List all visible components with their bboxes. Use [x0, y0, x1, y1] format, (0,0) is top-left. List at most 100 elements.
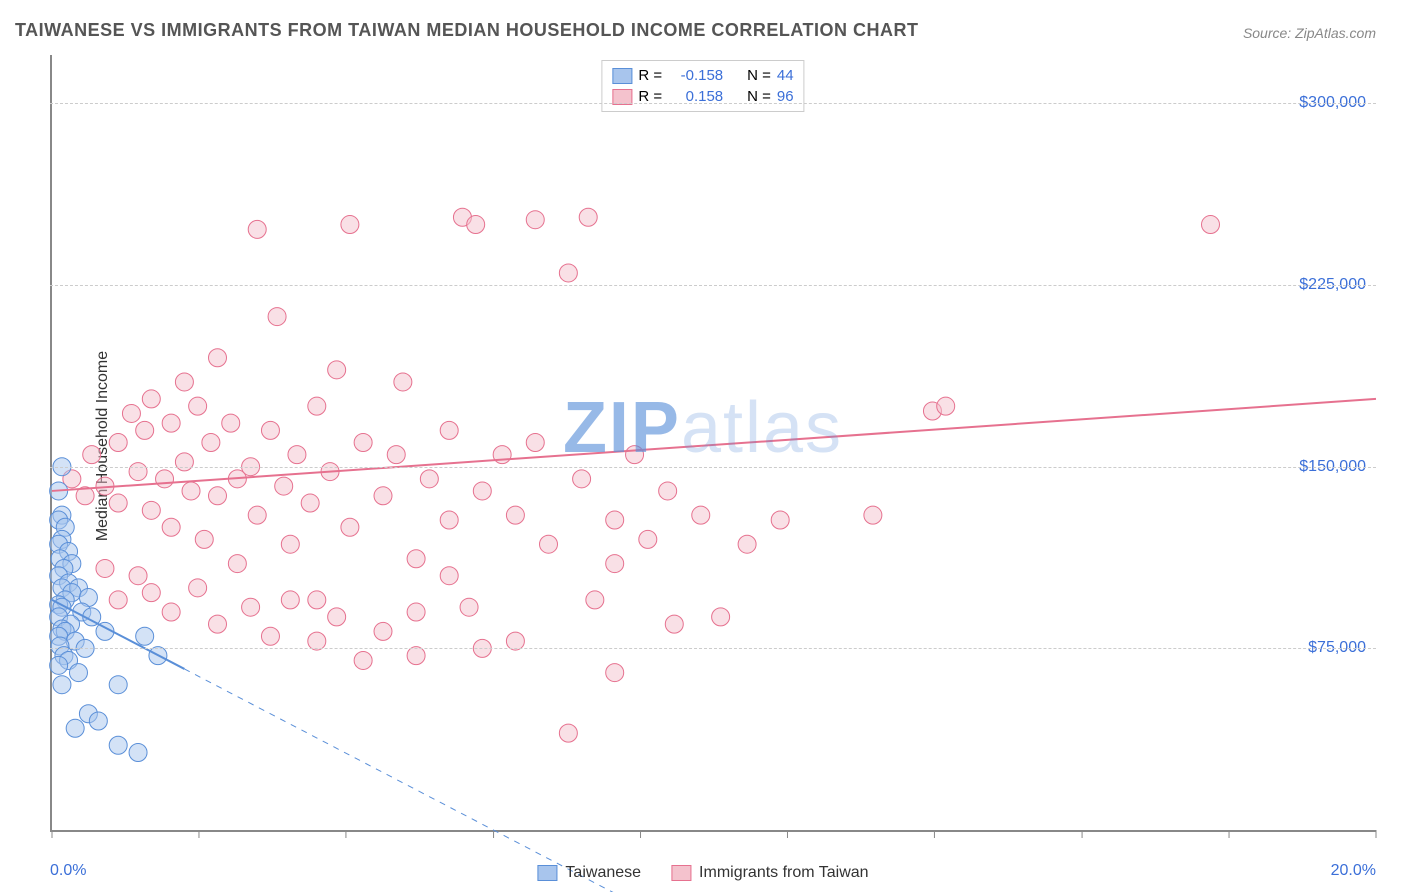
data-point [460, 598, 478, 616]
r-value-taiwanese: -0.158 [668, 65, 723, 86]
data-point [473, 482, 491, 500]
chart-svg [52, 55, 1376, 830]
data-point [136, 627, 154, 645]
n-label: N = [747, 65, 771, 86]
data-point [526, 211, 544, 229]
bottom-legend: Taiwanese Immigrants from Taiwan [537, 864, 868, 882]
swatch-taiwanese [612, 68, 632, 84]
data-point [387, 446, 405, 464]
data-point [182, 482, 200, 500]
data-point [440, 567, 458, 585]
data-point [506, 506, 524, 524]
legend-label-immigrants: Immigrants from Taiwan [699, 864, 869, 882]
data-point [394, 373, 412, 391]
data-point [242, 598, 260, 616]
data-point [341, 216, 359, 234]
data-point [189, 579, 207, 597]
chart-title: TAIWANESE VS IMMIGRANTS FROM TAIWAN MEDI… [15, 20, 918, 41]
data-point [586, 591, 604, 609]
data-point [626, 446, 644, 464]
legend-item-immigrants: Immigrants from Taiwan [671, 864, 869, 882]
legend-item-taiwanese: Taiwanese [537, 864, 641, 882]
swatch-immigrants [612, 89, 632, 105]
legend-label-taiwanese: Taiwanese [565, 864, 641, 882]
data-point [209, 615, 227, 633]
data-point [712, 608, 730, 626]
data-point [129, 463, 147, 481]
gridline-h [50, 285, 1376, 286]
data-point [407, 603, 425, 621]
data-point [606, 555, 624, 573]
data-point [109, 434, 127, 452]
data-point [53, 676, 71, 694]
gridline-h [50, 103, 1376, 104]
data-point [222, 414, 240, 432]
data-point [579, 208, 597, 226]
data-point [540, 535, 558, 553]
data-point [301, 494, 319, 512]
data-point [66, 719, 84, 737]
data-point [639, 530, 657, 548]
data-point [142, 501, 160, 519]
data-point [156, 470, 174, 488]
data-point [129, 567, 147, 585]
data-point [738, 535, 756, 553]
data-point [228, 555, 246, 573]
data-point [136, 421, 154, 439]
data-point [83, 446, 101, 464]
data-point [440, 511, 458, 529]
data-point [288, 446, 306, 464]
data-point [261, 421, 279, 439]
data-point [175, 373, 193, 391]
data-point [692, 506, 710, 524]
data-point [69, 664, 87, 682]
data-point [665, 615, 683, 633]
legend-swatch-immigrants [671, 865, 691, 881]
data-point [261, 627, 279, 645]
data-point [189, 397, 207, 415]
data-point [937, 397, 955, 415]
data-point [771, 511, 789, 529]
data-point [308, 397, 326, 415]
data-point [89, 712, 107, 730]
data-point [209, 349, 227, 367]
data-point [559, 724, 577, 742]
source-attribution: Source: ZipAtlas.com [1243, 25, 1376, 41]
data-point [109, 591, 127, 609]
data-point [281, 535, 299, 553]
data-point [559, 264, 577, 282]
data-point [354, 651, 372, 669]
data-point [864, 506, 882, 524]
data-point [659, 482, 677, 500]
data-point [129, 744, 147, 762]
gridline-h [50, 648, 1376, 649]
data-point [248, 220, 266, 238]
data-point [275, 477, 293, 495]
data-point [202, 434, 220, 452]
n-value-taiwanese: 44 [777, 65, 794, 86]
trendline-dashed [184, 669, 1376, 892]
x-axis-label-right: 20.0% [1331, 862, 1376, 880]
data-point [467, 216, 485, 234]
data-point [341, 518, 359, 536]
data-point [354, 434, 372, 452]
data-point [606, 664, 624, 682]
data-point [328, 361, 346, 379]
data-point [109, 736, 127, 754]
data-point [50, 656, 68, 674]
data-point [175, 453, 193, 471]
correlation-row-taiwanese: R = -0.158 N = 44 [612, 65, 793, 86]
data-point [1202, 216, 1220, 234]
data-point [407, 550, 425, 568]
data-point [328, 608, 346, 626]
data-point [162, 414, 180, 432]
data-point [281, 591, 299, 609]
data-point [248, 506, 266, 524]
r-label: R = [638, 65, 662, 86]
data-point [162, 518, 180, 536]
legend-swatch-taiwanese [537, 865, 557, 881]
data-point [109, 494, 127, 512]
plot-area [50, 55, 1376, 832]
data-point [122, 404, 140, 422]
gridline-h [50, 467, 1376, 468]
